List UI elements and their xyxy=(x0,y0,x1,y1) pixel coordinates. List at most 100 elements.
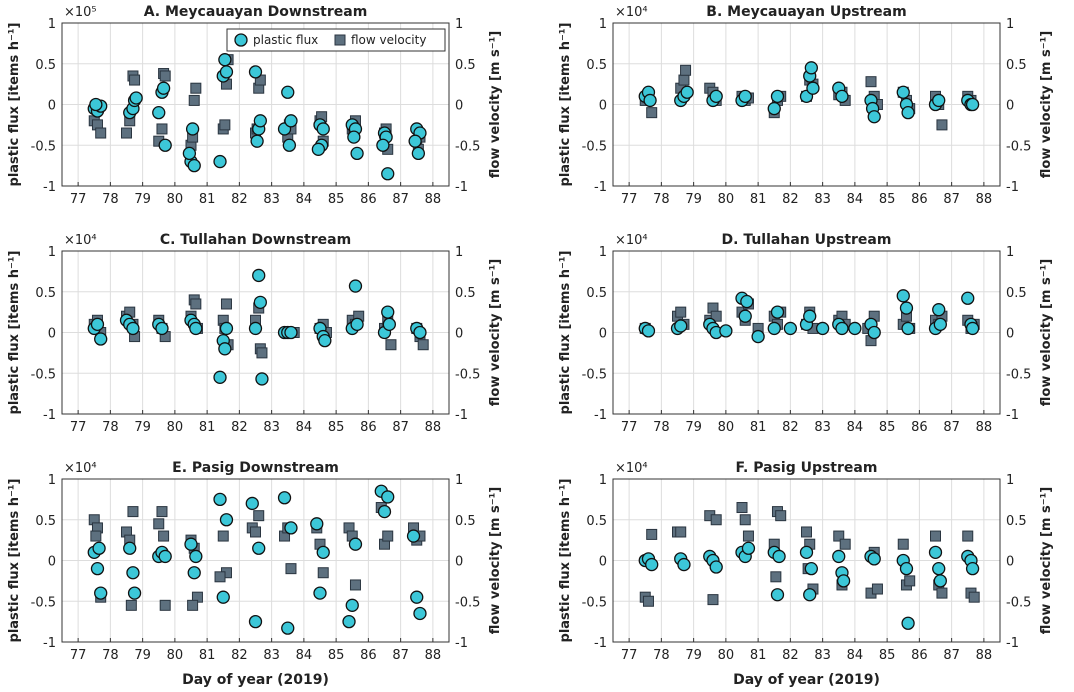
x-tick-label: 81 xyxy=(199,192,216,207)
plastic-flux-point xyxy=(806,81,820,95)
plastic-flux-point xyxy=(245,496,259,511)
x-tick-label: 86 xyxy=(911,648,928,663)
x-tick-label: 85 xyxy=(328,420,345,435)
y-multiplier: ×10⁵ xyxy=(64,5,97,20)
x-tick-label: 87 xyxy=(392,648,409,663)
plastic-flux-point xyxy=(772,549,786,564)
plastic-flux-point xyxy=(123,541,137,555)
plastic-flux-point xyxy=(770,305,785,319)
y-tick-label-right: 0 xyxy=(455,555,463,570)
y-tick-label-left: 1 xyxy=(48,245,56,260)
x-tick-label: 81 xyxy=(199,648,216,663)
y-tick-label-left: -1 xyxy=(594,408,607,423)
x-tick-label: 78 xyxy=(102,648,119,663)
y-tick-label-left: -0.5 xyxy=(31,139,56,154)
y-axis-label-left: plastic flux [items h⁻¹] xyxy=(558,23,573,187)
plastic-flux-point xyxy=(219,321,234,336)
axes-box xyxy=(61,22,450,187)
y-multiplier: ×10⁴ xyxy=(615,461,648,476)
y-tick-label-left: 0.5 xyxy=(586,58,607,73)
y-tick-label-right: 0 xyxy=(455,99,463,114)
plastic-flux-point xyxy=(674,319,688,333)
x-tick-label: 85 xyxy=(879,420,896,435)
y-tick-label-right: -0.5 xyxy=(455,595,480,610)
y-tick-label-right: 1 xyxy=(455,17,463,32)
plastic-flux-point xyxy=(899,562,914,576)
y-tick-label-left: 0 xyxy=(48,99,56,114)
flow-velocity-point xyxy=(865,76,877,88)
flow-velocity-point xyxy=(385,339,397,351)
data-points xyxy=(87,484,427,635)
plastic-flux-point xyxy=(248,614,263,629)
flow-velocity-point xyxy=(219,119,231,131)
flow-velocity-point xyxy=(707,594,719,606)
plastic-flux-point xyxy=(218,342,232,356)
plastic-flux-point xyxy=(410,590,424,604)
plastic-flux-point xyxy=(89,97,103,112)
plastic-flux-point xyxy=(219,65,234,79)
plastic-flux-point xyxy=(158,138,172,152)
plastic-flux-point xyxy=(348,279,363,293)
y-tick-label-right: -0.5 xyxy=(1006,139,1031,154)
y-tick-label-right: 0 xyxy=(1006,327,1014,342)
x-tick-label: 78 xyxy=(102,420,119,435)
plastic-flux-point xyxy=(738,89,752,103)
plastic-flux-point xyxy=(867,325,881,340)
x-tick-label: 88 xyxy=(425,192,442,207)
y-multiplier: ×10⁴ xyxy=(615,5,648,20)
plastic-flux-point xyxy=(318,333,332,348)
plastic-flux-point xyxy=(835,89,849,103)
plastic-flux-point xyxy=(815,321,830,336)
axes-box xyxy=(612,22,1001,187)
x-tick-label: 80 xyxy=(167,192,184,207)
plastic-flux-point xyxy=(770,588,785,602)
x-tick-label: 80 xyxy=(167,648,184,663)
y-axis-label-left: plastic flux [items h⁻¹] xyxy=(7,479,22,643)
plastic-flux-point xyxy=(965,562,980,576)
plastic-flux-point xyxy=(218,53,232,67)
y-tick-label-right: 0 xyxy=(455,327,463,342)
x-tick-label: 79 xyxy=(685,192,702,207)
y-tick-label-right: -1 xyxy=(1006,408,1019,423)
plastic-flux-point xyxy=(255,372,269,386)
y-axis-label-left: plastic flux [items h⁻¹] xyxy=(7,251,22,415)
y-tick-label-left: -0.5 xyxy=(582,367,607,382)
axes-box xyxy=(61,250,450,415)
y-multiplier: ×10⁴ xyxy=(64,233,97,248)
y-axis-label-left: plastic flux [items h⁻¹] xyxy=(7,23,22,187)
flow-velocity-point xyxy=(159,599,171,611)
plastic-flux-point xyxy=(348,537,363,551)
y-tick-label-right: 0.5 xyxy=(455,58,476,73)
x-tick-label: 81 xyxy=(750,420,767,435)
x-tick-label: 81 xyxy=(750,648,767,663)
plastic-flux-point xyxy=(901,106,915,120)
x-tick-label: 80 xyxy=(718,420,735,435)
legend: plastic flux flow velocity xyxy=(226,28,446,52)
y-tick-label-right: 0.5 xyxy=(455,286,476,301)
y-axis-label-right: flow velocity [m s⁻¹] xyxy=(488,259,503,406)
flow-velocity-point xyxy=(736,502,748,514)
plastic-flux-point xyxy=(382,317,396,332)
flow-velocity-point xyxy=(90,530,102,542)
plastic-flux-point xyxy=(155,321,169,336)
flow-velocity-point xyxy=(962,530,974,542)
y-tick-label-right: -1 xyxy=(455,408,468,423)
y-tick-label-right: 1 xyxy=(1006,17,1014,32)
plastic-flux-point xyxy=(250,134,264,148)
plastic-flux-point xyxy=(253,114,267,128)
flow-velocity-point xyxy=(129,74,141,86)
panel-title: F. Pasig Upstream xyxy=(736,460,878,476)
plastic-flux-point xyxy=(741,541,756,555)
plastic-flux-point xyxy=(94,586,108,600)
data-points xyxy=(638,289,980,347)
x-tick-label: 87 xyxy=(943,420,960,435)
plastic-flux-point xyxy=(152,106,166,120)
plastic-flux-point xyxy=(804,61,818,75)
panels-group: 77 78 79 80 81 82 83 84 85 86 87 88 1 0.5 0 -0.5 -1 1 0.5 0… xyxy=(7,4,1054,663)
x-tick-label: 80 xyxy=(718,192,735,207)
y-tick-label-right: -0.5 xyxy=(1006,595,1031,610)
x-tick-label: 81 xyxy=(199,420,216,435)
x-tick-label: 84 xyxy=(847,192,864,207)
x-tick-label: 78 xyxy=(653,192,670,207)
flow-velocity-point xyxy=(382,530,394,542)
